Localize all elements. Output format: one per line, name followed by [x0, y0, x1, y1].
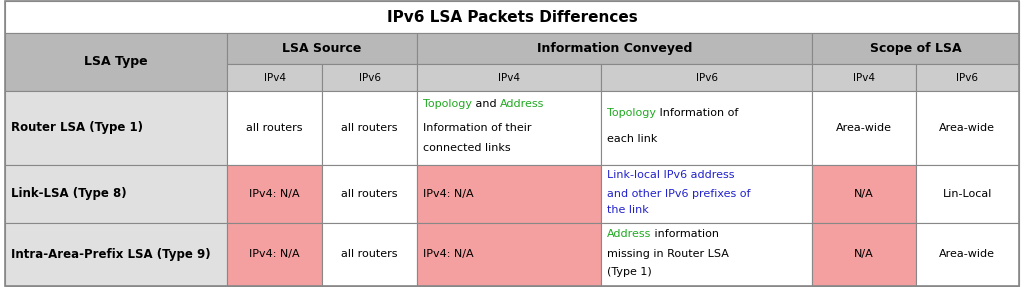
Text: N/A: N/A	[854, 249, 873, 259]
Text: Scope of LSA: Scope of LSA	[869, 42, 962, 55]
Bar	[323, 64, 417, 91]
Text: all routers: all routers	[247, 123, 303, 133]
Text: Lin-Local: Lin-Local	[942, 189, 992, 199]
Text: (Type 1): (Type 1)	[607, 267, 651, 277]
Bar	[601, 223, 812, 286]
Bar	[812, 223, 915, 286]
Text: N/A: N/A	[854, 189, 873, 199]
Text: IPv4: N/A: IPv4: N/A	[249, 189, 300, 199]
Bar	[601, 91, 812, 164]
Bar	[5, 223, 227, 286]
Text: Area-wide: Area-wide	[836, 123, 892, 133]
Bar	[227, 164, 323, 223]
Text: IPv4: IPv4	[498, 73, 520, 83]
Bar	[601, 164, 812, 223]
Text: the link: the link	[607, 205, 648, 215]
Bar	[5, 91, 227, 164]
Text: Intra-Area-Prefix LSA (Type 9): Intra-Area-Prefix LSA (Type 9)	[11, 248, 211, 261]
Bar	[915, 64, 1019, 91]
Bar	[323, 164, 417, 223]
Text: and: and	[472, 99, 501, 109]
Text: Information of: Information of	[656, 108, 738, 118]
Text: IPv4: IPv4	[853, 73, 876, 83]
Text: all routers: all routers	[341, 123, 397, 133]
Text: all routers: all routers	[341, 189, 397, 199]
Text: Information of their: Information of their	[423, 123, 531, 133]
Bar	[323, 223, 417, 286]
Bar	[227, 223, 323, 286]
Bar	[323, 91, 417, 164]
Bar	[5, 1, 1019, 33]
Text: IPv4: N/A: IPv4: N/A	[423, 249, 474, 259]
Text: LSA Source: LSA Source	[283, 42, 361, 55]
Bar	[915, 164, 1019, 223]
Text: Area-wide: Area-wide	[939, 249, 995, 259]
Text: Area-wide: Area-wide	[939, 123, 995, 133]
Text: IPv6: IPv6	[956, 73, 978, 83]
Text: IPv6: IPv6	[695, 73, 718, 83]
Text: Address: Address	[501, 99, 545, 109]
Text: information: information	[651, 229, 719, 239]
Text: LSA Type: LSA Type	[84, 55, 147, 68]
Bar	[227, 64, 323, 91]
Bar	[5, 164, 227, 223]
Text: each link: each link	[607, 134, 657, 144]
Text: Router LSA (Type 1): Router LSA (Type 1)	[11, 121, 143, 134]
Text: IPv6: IPv6	[358, 73, 381, 83]
Bar	[915, 223, 1019, 286]
Bar	[417, 33, 812, 64]
Text: Link-local IPv6 address: Link-local IPv6 address	[607, 170, 734, 180]
Bar	[5, 33, 227, 91]
Text: Link-LSA (Type 8): Link-LSA (Type 8)	[11, 187, 127, 200]
Bar	[812, 33, 1019, 64]
Bar	[227, 33, 417, 64]
Text: IPv4: IPv4	[263, 73, 286, 83]
Text: connected links: connected links	[423, 144, 511, 154]
Text: missing in Router LSA: missing in Router LSA	[607, 249, 729, 259]
Bar	[812, 91, 915, 164]
Bar	[812, 164, 915, 223]
Text: IPv4: N/A: IPv4: N/A	[249, 249, 300, 259]
Bar	[417, 91, 601, 164]
Bar	[601, 64, 812, 91]
Bar	[915, 91, 1019, 164]
Text: Topology: Topology	[607, 108, 656, 118]
Text: IPv6 LSA Packets Differences: IPv6 LSA Packets Differences	[387, 9, 637, 25]
Text: and other IPv6 prefixes of: and other IPv6 prefixes of	[607, 189, 751, 199]
Text: Topology: Topology	[423, 99, 472, 109]
Bar	[812, 64, 915, 91]
Bar	[417, 223, 601, 286]
Bar	[227, 91, 323, 164]
Bar	[417, 164, 601, 223]
Text: IPv4: N/A: IPv4: N/A	[423, 189, 474, 199]
Bar	[417, 64, 601, 91]
Text: Address: Address	[607, 229, 651, 239]
Text: all routers: all routers	[341, 249, 397, 259]
Text: Information Conveyed: Information Conveyed	[537, 42, 692, 55]
